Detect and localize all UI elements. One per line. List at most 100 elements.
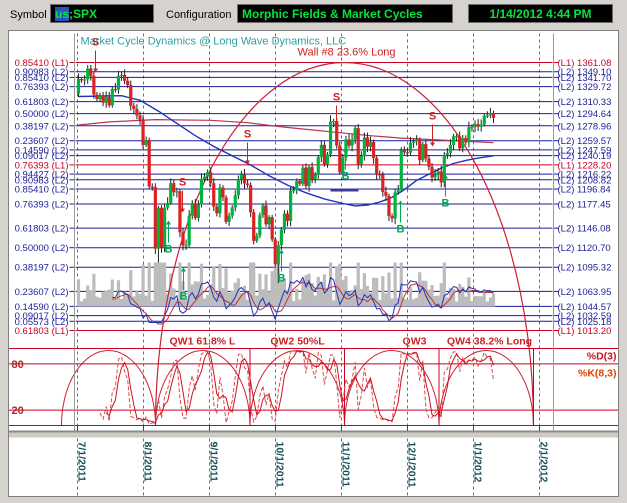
svg-text:0.94427 (L2): 0.94427 (L2) xyxy=(15,170,69,181)
configuration-label: Configuration xyxy=(166,9,232,21)
svg-text:(L2) 1259.57: (L2) 1259.57 xyxy=(558,136,612,147)
svg-text:QW1 61.8% L: QW1 61.8% L xyxy=(170,336,237,348)
svg-text:S: S xyxy=(92,37,99,49)
svg-text:Wall #8 23.6% Long: Wall #8 23.6% Long xyxy=(298,47,396,59)
svg-text:S: S xyxy=(429,111,436,123)
svg-text:B: B xyxy=(180,291,188,303)
wall-cycle-arc xyxy=(61,61,535,426)
svg-text:S: S xyxy=(179,177,186,189)
plot-borders xyxy=(74,33,554,431)
oscillator-lines xyxy=(112,276,494,325)
svg-text:(L2) 1044.57: (L2) 1044.57 xyxy=(558,302,612,313)
svg-text:B: B xyxy=(165,244,173,256)
svg-text:11/1/2011: 11/1/2011 xyxy=(340,442,352,488)
svg-text:0.09017 (L2): 0.09017 (L2) xyxy=(15,151,69,162)
chart-text-labels: Market Cycle Dynamics @ Long Wave Dynami… xyxy=(12,36,617,418)
chart-panel: 0.85410 (L1) 0.90983 (L2) 0.85410 (L2) 0.76… xyxy=(8,30,620,498)
symbol-selected-text: us xyxy=(55,6,70,21)
svg-text:1/1/2012: 1/1/2012 xyxy=(472,442,484,483)
svg-text:S: S xyxy=(244,129,251,141)
svg-text:(L2) 1208.82: (L2) 1208.82 xyxy=(558,175,612,186)
symbol-input[interactable]: us ;SPX xyxy=(50,4,154,23)
svg-text:0.90983 (L2): 0.90983 (L2) xyxy=(15,175,69,186)
svg-text:%K(8,3): %K(8,3) xyxy=(578,368,617,380)
symbol-label: Symbol xyxy=(10,9,47,21)
chart-canvas[interactable]: 0.85410 (L1)0.90983 (L2)0.85410 (L2)0.76… xyxy=(8,30,620,498)
svg-text:(L2) 1247.59: (L2) 1247.59 xyxy=(558,145,612,156)
svg-text:(L1) 1013.20: (L1) 1013.20 xyxy=(558,326,612,337)
svg-text:0.14590 (L2): 0.14590 (L2) xyxy=(15,302,69,313)
svg-text:0.50000 (L2): 0.50000 (L2) xyxy=(15,243,69,254)
svg-text:7/1/2011: 7/1/2011 xyxy=(76,442,88,482)
svg-text:(L1) 1361.08: (L1) 1361.08 xyxy=(558,58,612,69)
svg-text:9/1/2011: 9/1/2011 xyxy=(208,442,220,482)
svg-text:QW2 50%L: QW2 50%L xyxy=(270,336,325,348)
svg-text:B: B xyxy=(442,198,450,210)
svg-text:Market Cycle Dynamics @ Long W: Market Cycle Dynamics @ Long Wave Dynami… xyxy=(81,36,347,48)
support-highlight-segment xyxy=(330,188,359,192)
svg-text:(L2) 1240.19: (L2) 1240.19 xyxy=(558,151,612,162)
candlesticks xyxy=(76,64,496,284)
chart-background xyxy=(8,30,620,498)
bottom-divider xyxy=(8,430,620,439)
svg-text:80: 80 xyxy=(12,359,24,371)
fib-level-lines xyxy=(69,62,559,332)
svg-text:0.61803 (L1): 0.61803 (L1) xyxy=(15,326,69,337)
svg-text:(L2) 1278.96: (L2) 1278.96 xyxy=(558,121,612,132)
svg-text:8/1/2011: 8/1/2011 xyxy=(142,442,154,482)
svg-text:0.85410 (L2): 0.85410 (L2) xyxy=(15,185,69,196)
svg-text:2/1/2012: 2/1/2012 xyxy=(538,442,550,483)
svg-text:(L2) 1032.59: (L2) 1032.59 xyxy=(558,311,612,322)
svg-text:0.50000 (L2): 0.50000 (L2) xyxy=(15,109,69,120)
svg-text:QW3: QW3 xyxy=(403,336,427,348)
signal-markers: S S S S S B B B B B B xyxy=(92,37,450,303)
svg-text:0.76393 (L1): 0.76393 (L1) xyxy=(15,160,69,171)
svg-text:0.05573 (L2): 0.05573 (L2) xyxy=(15,317,69,328)
svg-text:(L2) 1146.08: (L2) 1146.08 xyxy=(558,224,611,235)
svg-text:0.09017 (L2): 0.09017 (L2) xyxy=(15,311,69,322)
svg-text:0.23607 (L2): 0.23607 (L2) xyxy=(15,136,69,147)
datetime-display: 1/14/2012 4:44 PM xyxy=(468,4,613,23)
svg-text:(L2) 1294.64: (L2) 1294.64 xyxy=(558,109,612,120)
svg-text:(L2) 1310.33: (L2) 1310.33 xyxy=(558,97,612,108)
svg-text:QW4 38.2% Long: QW4 38.2% Long xyxy=(447,336,532,348)
svg-text:B: B xyxy=(278,273,286,285)
svg-text:0.85410 (L1): 0.85410 (L1) xyxy=(15,58,69,69)
svg-text:(L1) 1228.20: (L1) 1228.20 xyxy=(558,160,612,171)
svg-text:12/1/2011: 12/1/2011 xyxy=(406,442,418,488)
configuration-input[interactable]: Morphic Fields & Market Cycles xyxy=(237,4,453,23)
svg-text:(L2) 1025.18: (L2) 1025.18 xyxy=(558,317,612,328)
svg-text:(L2) 1095.32: (L2) 1095.32 xyxy=(558,263,612,274)
svg-text:0.76393 (L2): 0.76393 (L2) xyxy=(15,82,69,93)
svg-text:(L2) 1177.45: (L2) 1177.45 xyxy=(558,199,611,210)
left-axis-labels: 0.85410 (L1)0.90983 (L2)0.85410 (L2)0.76… xyxy=(15,58,69,337)
symbol-rest-text: ;SPX xyxy=(69,6,98,21)
date-axis-labels: 7/1/2011 8/1/2011 9/1/2011 10/1/2011 11/1/20… xyxy=(76,442,550,488)
stochastic-panel xyxy=(8,348,619,426)
svg-text:0.38197 (L2): 0.38197 (L2) xyxy=(15,263,69,274)
svg-text:(L2) 1216.22: (L2) 1216.22 xyxy=(558,170,612,181)
svg-text:20: 20 xyxy=(12,405,24,417)
svg-text:0.61803 (L2): 0.61803 (L2) xyxy=(15,224,69,235)
svg-text:10/1/2011: 10/1/2011 xyxy=(274,442,286,488)
svg-text:0.61803 (L2): 0.61803 (L2) xyxy=(15,97,69,108)
svg-text:%D(3): %D(3) xyxy=(587,351,617,363)
svg-text:(L2) 1349.10: (L2) 1349.10 xyxy=(558,67,612,78)
svg-text:0.38197 (L2): 0.38197 (L2) xyxy=(15,121,69,132)
svg-text:0.76393 (L2): 0.76393 (L2) xyxy=(15,199,69,210)
right-axis-labels: (L1) 1361.08(L2) 1349.10(L2) 1341.70(L2)… xyxy=(558,58,612,337)
svg-text:0.90983 (L2): 0.90983 (L2) xyxy=(15,67,69,78)
svg-text:(L2) 1341.70: (L2) 1341.70 xyxy=(558,73,612,84)
svg-text:(L2) 1063.95: (L2) 1063.95 xyxy=(558,287,612,298)
svg-text:0.85410 (L2): 0.85410 (L2) xyxy=(15,73,69,84)
datetime-text: 1/14/2012 4:44 PM xyxy=(489,6,592,21)
svg-text:S: S xyxy=(333,92,340,104)
svg-text:B: B xyxy=(397,224,405,236)
svg-text:0.14590 (L2): 0.14590 (L2) xyxy=(15,145,69,156)
svg-text:(L2) 1196.84: (L2) 1196.84 xyxy=(558,185,611,196)
svg-text:B: B xyxy=(342,171,350,183)
svg-text:0.23607 (L2): 0.23607 (L2) xyxy=(15,287,69,298)
svg-text:(L2) 1329.72: (L2) 1329.72 xyxy=(558,82,612,93)
configuration-text: Morphic Fields & Market Cycles xyxy=(242,6,423,21)
